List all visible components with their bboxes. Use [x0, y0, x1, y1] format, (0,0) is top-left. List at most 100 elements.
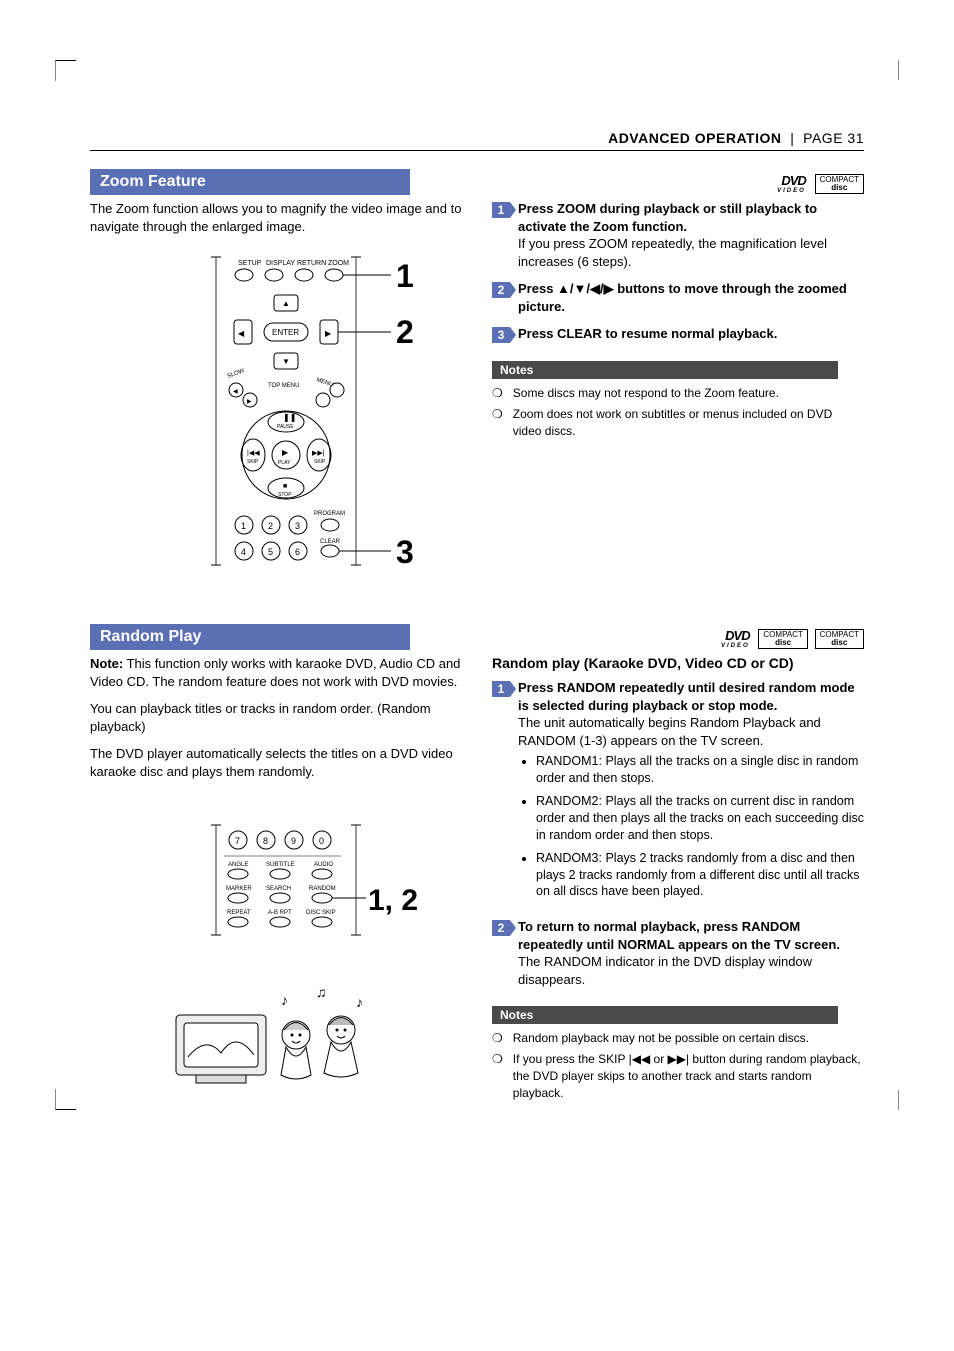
zoom-intro: The Zoom function allows you to magnify …: [90, 200, 462, 235]
dvd-logo-2: DVDVIDEO: [721, 628, 750, 649]
svg-text:5: 5: [268, 547, 273, 557]
cartoon-illustration: ♪ ♫ ♪: [90, 975, 462, 1110]
svg-text:1: 1: [241, 521, 246, 531]
random-step-2: 2 To return to normal playback, press RA…: [492, 918, 864, 988]
svg-text:7: 7: [235, 836, 240, 846]
random-callout: 1, 2: [368, 884, 418, 917]
svg-text:6: 6: [295, 547, 300, 557]
random-step-1-body: The unit automatically begins Random Pla…: [518, 715, 821, 748]
random-note-1: Random playback may not be possible on c…: [513, 1030, 809, 1047]
zoom-notes: ❍Some discs may not respond to the Zoom …: [492, 385, 864, 439]
svg-text:SEARCH: SEARCH: [266, 886, 291, 892]
cd-logo-3: COMPACTdisc: [815, 629, 864, 649]
step-badge-r2: 2: [492, 920, 510, 936]
random-note-prefix: Note:: [90, 656, 123, 671]
svg-text:MARKER: MARKER: [226, 886, 252, 892]
zoom-logos: DVDVIDEO COMPACTdisc: [90, 173, 864, 194]
label-setup: SETUP: [238, 260, 262, 267]
svg-text:PROGRAM: PROGRAM: [314, 511, 345, 517]
svg-text:9: 9: [291, 836, 296, 846]
svg-text:▲: ▲: [282, 299, 290, 308]
svg-text:ANGLE: ANGLE: [228, 862, 248, 868]
zoom-step-3: 3 Press CLEAR to resume normal playback.: [492, 325, 864, 343]
svg-text:AUDIO: AUDIO: [314, 862, 333, 868]
svg-text:♪: ♪: [281, 992, 288, 1008]
random-step-1-bullets: RANDOM1: Plays all the tracks on a singl…: [518, 753, 864, 900]
random-notes-label: Notes: [492, 1006, 838, 1024]
svg-text:CLEAR: CLEAR: [320, 539, 341, 545]
zoom-step-2-title: Press ▲/▼/◀/▶ buttons to move through th…: [518, 281, 847, 314]
label-return: RETURN: [297, 260, 326, 267]
zoom-step-1: 1 Press ZOOM during playback or still pl…: [492, 200, 864, 270]
svg-text:4: 4: [241, 547, 246, 557]
svg-text:SKIP: SKIP: [247, 459, 259, 465]
random-step-2-body: The RANDOM indicator in the DVD display …: [518, 954, 812, 987]
svg-text:▶▶|: ▶▶|: [312, 450, 325, 457]
random-note-text: This function only works with karaoke DV…: [90, 656, 460, 689]
random-subheading: Random play (Karaoke DVD, Video CD or CD…: [492, 655, 864, 671]
page-header: ADVANCED OPERATION | PAGE 31: [90, 130, 864, 146]
random-logos: DVDVIDEO COMPACTdisc COMPACTdisc: [90, 628, 864, 649]
label-display: DISPLAY: [266, 260, 295, 267]
svg-text:RANDOM: RANDOM: [309, 886, 336, 892]
svg-text:♪: ♪: [356, 994, 363, 1010]
svg-text:▶: ▶: [325, 329, 332, 338]
zoom-note-2: Zoom does not work on subtitles or menus…: [513, 406, 864, 440]
svg-text:♫: ♫: [316, 984, 327, 1000]
zoom-remote-diagram: SETUP DISPLAY RETURN ZOOM 1 ▲ ◀: [90, 245, 462, 580]
header-divider: [90, 150, 864, 151]
svg-text:SUBTITLE: SUBTITLE: [266, 862, 295, 868]
svg-text:❚❚: ❚❚: [283, 413, 296, 422]
svg-text:8: 8: [263, 836, 268, 846]
svg-text:PLAY: PLAY: [278, 460, 291, 466]
svg-text:SKIP: SKIP: [314, 459, 326, 465]
svg-text:A-B RPT: A-B RPT: [268, 910, 292, 916]
svg-text:▼: ▼: [282, 357, 290, 366]
random-para-1: You can playback titles or tracks in ran…: [90, 700, 462, 735]
svg-text:◀: ◀: [238, 329, 245, 338]
svg-text:SLOW: SLOW: [227, 368, 246, 380]
svg-text:3: 3: [295, 521, 300, 531]
random-step-2-title: To return to normal playback, press RAND…: [518, 919, 840, 952]
zoom-notes-label: Notes: [492, 361, 838, 379]
svg-text:TOP MENU: TOP MENU: [268, 383, 299, 389]
cd-logo: COMPACTdisc: [815, 174, 864, 194]
dvd-logo: DVDVIDEO: [777, 173, 806, 194]
svg-text:PAUSE: PAUSE: [277, 424, 294, 430]
svg-text:■: ■: [283, 483, 287, 490]
zoom-step-2: 2 Press ▲/▼/◀/▶ buttons to move through …: [492, 280, 864, 315]
callout-3: 3: [396, 534, 414, 570]
svg-text:DISC SKIP: DISC SKIP: [306, 910, 336, 916]
random-para-2: The DVD player automatically selects the…: [90, 745, 462, 780]
random-note-2: If you press the SKIP |◀◀ or ▶▶| button …: [513, 1051, 864, 1101]
header-section: ADVANCED OPERATION: [608, 130, 781, 146]
random-bullet-1: RANDOM1: Plays all the tracks on a singl…: [536, 753, 864, 787]
zoom-step-1-title: Press ZOOM during playback or still play…: [518, 201, 817, 234]
zoom-note-1: Some discs may not respond to the Zoom f…: [513, 385, 779, 402]
step-badge-3: 3: [492, 327, 510, 343]
step-badge-2: 2: [492, 282, 510, 298]
zoom-step-3-title: Press CLEAR to resume normal playback.: [518, 326, 777, 341]
svg-text:0: 0: [319, 836, 324, 846]
random-step-1-title: Press RANDOM repeatedly until desired ra…: [518, 680, 855, 713]
random-bullet-2: RANDOM2: Plays all the tracks on current…: [536, 793, 864, 844]
svg-text:▶: ▶: [247, 399, 252, 405]
svg-text:2: 2: [268, 521, 273, 531]
header-page: PAGE 31: [803, 130, 864, 146]
random-note-line: Note: This function only works with kara…: [90, 655, 462, 690]
label-zoom: ZOOM: [328, 260, 349, 267]
svg-text:STOP: STOP: [278, 492, 292, 498]
random-step-1: 1 Press RANDOM repeatedly until desired …: [492, 679, 864, 908]
step-badge-1: 1: [492, 202, 510, 218]
callout-1: 1: [396, 258, 414, 294]
random-remote-diagram: 7 8 9 0 ANGLE SUBTITLE AUDIO MARKER SEAR…: [90, 820, 462, 945]
random-notes: ❍Random playback may not be possible on …: [492, 1030, 864, 1101]
svg-text:▶: ▶: [282, 448, 289, 457]
cd-logo-2: COMPACTdisc: [758, 629, 807, 649]
svg-text:|◀◀: |◀◀: [247, 450, 260, 457]
svg-text:◀: ◀: [233, 389, 238, 395]
random-bullet-3: RANDOM3: Plays 2 tracks randomly from a …: [536, 850, 864, 901]
zoom-step-1-body: If you press ZOOM repeatedly, the magnif…: [518, 236, 827, 269]
callout-2: 2: [396, 314, 414, 350]
step-badge-r1: 1: [492, 681, 510, 697]
